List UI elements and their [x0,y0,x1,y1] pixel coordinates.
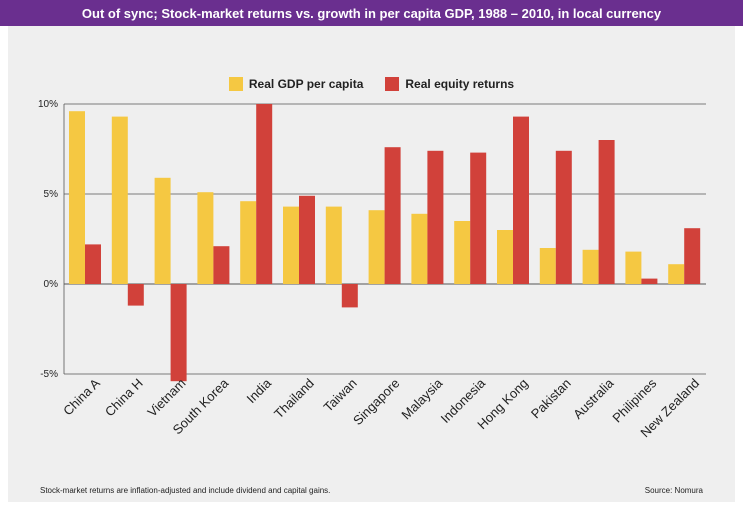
source-note: Source: Nomura [644,486,703,495]
legend: Real GDP per capita Real equity returns [0,77,743,91]
y-tick-label: 0% [44,279,59,290]
bar-equity [170,284,187,382]
bar-gdp [497,230,513,284]
bar-equity [341,284,358,308]
bar-equity [85,244,101,284]
x-category-label: Pakistan [528,376,574,422]
bar-equity [127,284,144,306]
bar-gdp [240,201,257,284]
y-tick-label: 5% [44,189,59,200]
bar-gdp [283,206,299,284]
bar-gdp [668,264,685,284]
legend-item-equity: Real equity returns [385,77,514,91]
legend-swatch-gdp [228,77,243,91]
chart-title: Out of sync; Stock-market returns vs. gr… [0,0,743,26]
footnote: Stock-market returns are inflation-adjus… [40,486,331,495]
bar-equity [384,147,401,284]
x-category-label: Singapore [350,376,403,429]
bar-gdp [454,221,471,284]
x-category-label: Taiwan [320,376,359,415]
bar-gdp [197,192,214,284]
bar-gdp [582,249,599,284]
bar-equity [256,104,273,284]
bar-gdp [368,210,385,284]
x-category-label: Thailand [271,376,317,422]
bar-equity [555,150,572,284]
legend-label-equity: Real equity returns [405,77,515,91]
legend-swatch-equity [385,77,400,91]
bar-gdp [69,111,85,284]
bar-gdp [154,177,171,284]
x-category-label: China H [102,376,146,420]
bar-equity [213,246,230,284]
y-tick-label: -5% [40,369,58,380]
bar-gdp [539,248,556,284]
legend-item-gdp: Real GDP per capita [228,77,364,91]
bar-gdp [325,206,342,284]
bar-equity [641,278,658,284]
x-category-label: China A [60,375,103,418]
bar-equity [299,195,315,284]
bar-equity [598,140,615,284]
bar-equity [513,116,529,284]
bar-equity [470,152,487,284]
y-tick-label: 10% [38,99,58,110]
legend-label-gdp: Real GDP per capita [248,77,364,91]
x-category-label: India [244,375,275,406]
bar-gdp [411,213,428,284]
bar-gdp [625,251,642,284]
bar-gdp [111,116,128,284]
bar-equity [684,228,701,284]
bar-equity [427,150,444,284]
